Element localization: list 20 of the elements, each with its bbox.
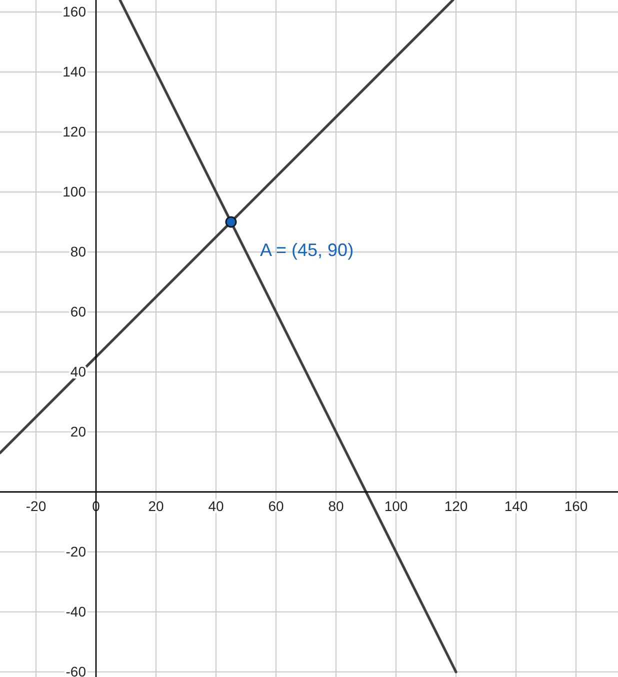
y-tick-label: 20 [70, 423, 86, 440]
y-tick-label: 160 [62, 3, 86, 20]
annotation: A = (45, 90) [260, 240, 354, 260]
y-tick-label: -60 [66, 663, 86, 677]
x-tick-label: 160 [564, 498, 588, 514]
x-tick-label: 80 [328, 498, 344, 514]
y-tick-label: 100 [62, 183, 86, 200]
x-tick-label: 120 [444, 498, 468, 514]
x-tick-label: 20 [148, 498, 164, 514]
y-tick-label: 120 [62, 123, 86, 140]
x-tick-label: 60 [268, 498, 284, 514]
y-tick-label: -20 [66, 543, 86, 560]
y-tick-label: 60 [70, 303, 86, 320]
x-tick-label: 140 [504, 498, 528, 514]
x-tick-label: -20 [26, 498, 46, 514]
y-tick-label: 140 [62, 63, 86, 80]
x-tick-label: 40 [208, 498, 224, 514]
y-tick-label: -40 [66, 603, 86, 620]
x-tick-label: 100 [384, 498, 408, 514]
y-tick-label: 80 [70, 243, 86, 260]
